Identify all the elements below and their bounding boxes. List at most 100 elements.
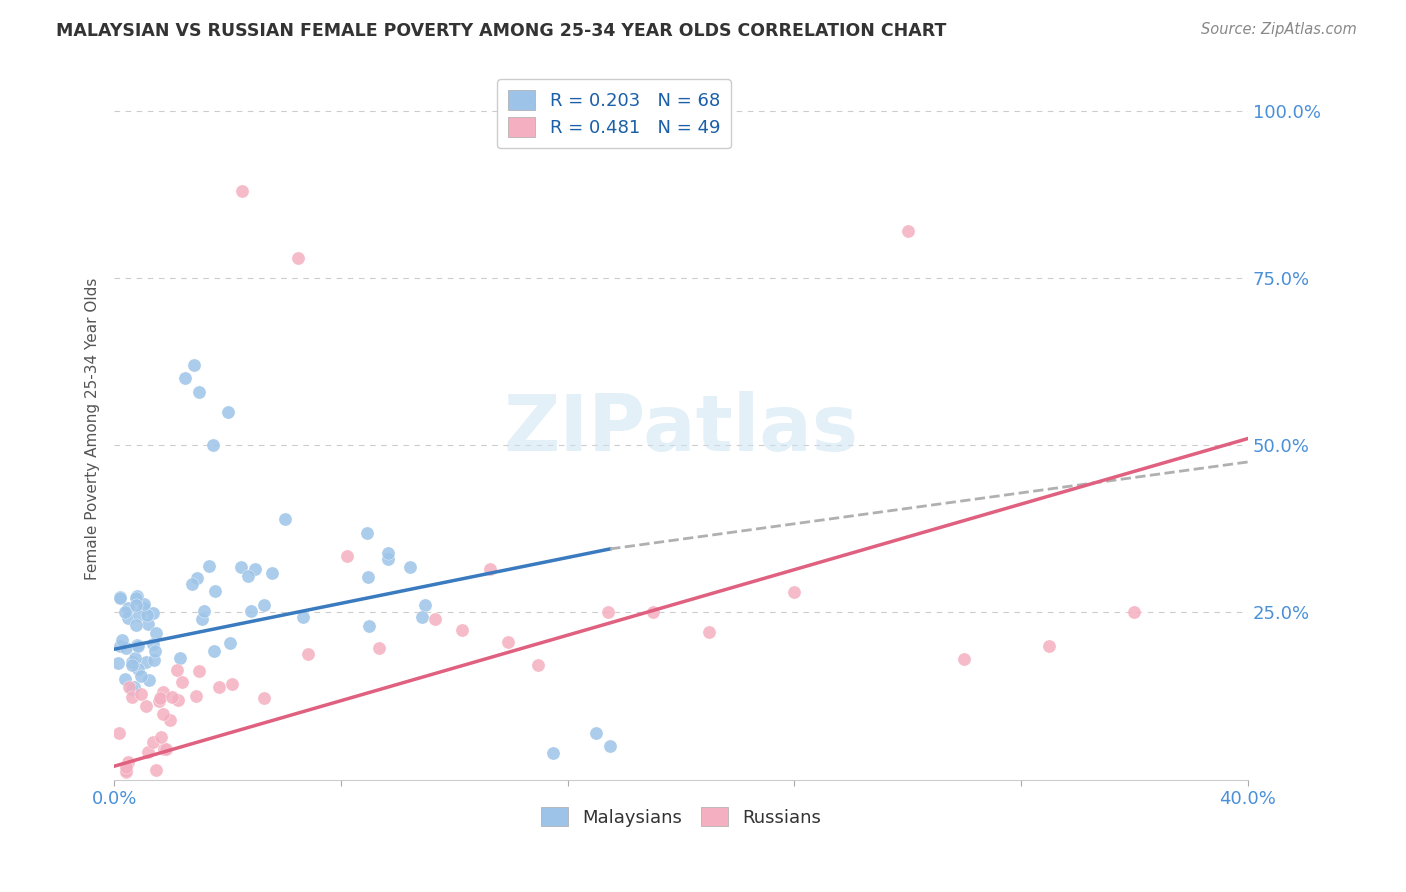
- Point: [253, 691, 276, 706]
- Point: [121, 681, 143, 696]
- Point: [423, 612, 446, 626]
- Point: [148, 694, 170, 708]
- Point: [108, 639, 131, 653]
- Point: [188, 384, 211, 399]
- Point: [149, 690, 172, 705]
- Point: [118, 680, 141, 694]
- Point: [204, 584, 226, 599]
- Point: [543, 746, 565, 760]
- Point: [125, 598, 148, 612]
- Point: [186, 571, 208, 585]
- Point: [138, 673, 160, 687]
- Point: [243, 562, 266, 576]
- Point: [159, 713, 181, 727]
- Point: [204, 644, 226, 658]
- Point: [115, 760, 138, 774]
- Point: [217, 405, 239, 419]
- Text: ZIPatlas: ZIPatlas: [503, 391, 859, 467]
- Point: [127, 662, 149, 676]
- Point: [108, 591, 131, 605]
- Point: [152, 707, 174, 722]
- Point: [121, 690, 143, 704]
- Point: [198, 558, 221, 573]
- Point: [953, 652, 976, 666]
- Point: [193, 604, 215, 618]
- Point: [114, 606, 136, 620]
- Point: [252, 598, 274, 612]
- Point: [125, 638, 148, 652]
- Point: [132, 601, 155, 615]
- Point: [143, 644, 166, 658]
- Point: [240, 604, 263, 618]
- Point: [1123, 606, 1146, 620]
- Point: [136, 745, 159, 759]
- Point: [129, 687, 152, 701]
- Point: [356, 525, 378, 540]
- Point: [411, 609, 433, 624]
- Point: [166, 663, 188, 677]
- Point: [142, 734, 165, 748]
- Point: [596, 605, 619, 619]
- Point: [183, 358, 205, 372]
- Point: [143, 653, 166, 667]
- Point: [273, 512, 295, 526]
- Point: [167, 693, 190, 707]
- Point: [585, 726, 607, 740]
- Point: [152, 685, 174, 699]
- Point: [135, 698, 157, 713]
- Point: [153, 742, 176, 756]
- Point: [107, 656, 129, 670]
- Point: [231, 184, 253, 198]
- Point: [291, 610, 314, 624]
- Legend: Malaysians, Russians: Malaysians, Russians: [534, 799, 828, 834]
- Point: [208, 681, 231, 695]
- Point: [142, 637, 165, 651]
- Point: [162, 690, 184, 705]
- Point: [297, 647, 319, 661]
- Point: [170, 675, 193, 690]
- Point: [124, 651, 146, 665]
- Text: Source: ZipAtlas.com: Source: ZipAtlas.com: [1201, 22, 1357, 37]
- Point: [132, 597, 155, 611]
- Point: [125, 589, 148, 603]
- Point: [117, 611, 139, 625]
- Y-axis label: Female Poverty Among 25-34 Year Olds: Female Poverty Among 25-34 Year Olds: [86, 277, 100, 580]
- Point: [218, 635, 240, 649]
- Point: [121, 657, 143, 672]
- Point: [599, 739, 621, 754]
- Point: [641, 606, 664, 620]
- Point: [357, 570, 380, 584]
- Point: [135, 607, 157, 622]
- Point: [336, 549, 359, 564]
- Point: [114, 672, 136, 686]
- Point: [187, 664, 209, 678]
- Point: [135, 655, 157, 669]
- Point: [145, 626, 167, 640]
- Point: [783, 585, 806, 599]
- Point: [115, 764, 138, 778]
- Point: [127, 640, 149, 654]
- Point: [1038, 639, 1060, 653]
- Point: [287, 251, 309, 265]
- Point: [897, 224, 920, 238]
- Point: [117, 600, 139, 615]
- Point: [155, 741, 177, 756]
- Point: [136, 617, 159, 632]
- Point: [180, 577, 202, 591]
- Point: [357, 619, 380, 633]
- Point: [377, 552, 399, 566]
- Point: [128, 607, 150, 622]
- Point: [377, 546, 399, 560]
- Point: [527, 658, 550, 673]
- Point: [117, 756, 139, 770]
- Point: [368, 641, 391, 656]
- Point: [115, 640, 138, 655]
- Point: [111, 633, 134, 648]
- Point: [496, 635, 519, 649]
- Point: [124, 618, 146, 632]
- Point: [108, 726, 131, 740]
- Point: [142, 606, 165, 620]
- Point: [115, 764, 138, 779]
- Point: [478, 561, 501, 575]
- Point: [145, 764, 167, 778]
